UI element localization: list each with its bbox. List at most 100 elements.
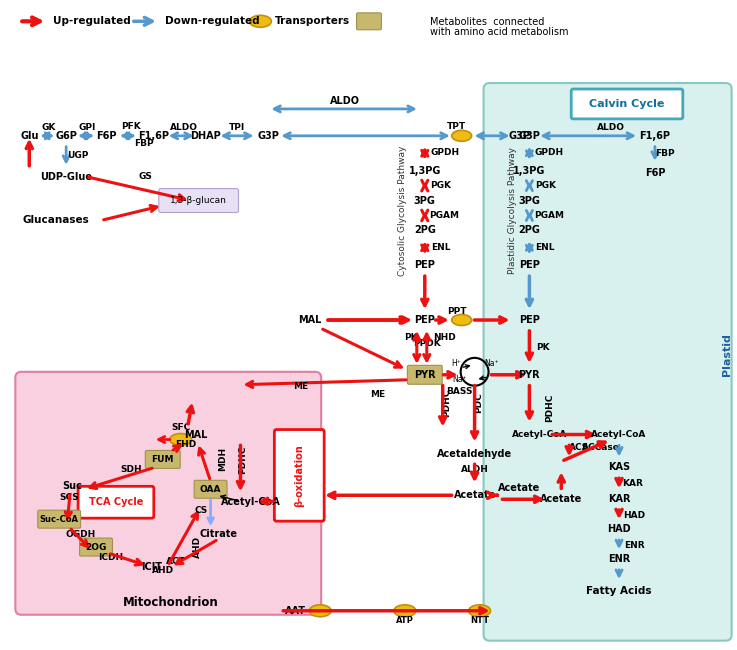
Text: Acetate: Acetate xyxy=(453,490,496,501)
FancyBboxPatch shape xyxy=(408,365,442,384)
Text: PPDK: PPDK xyxy=(413,339,441,348)
Text: FBP: FBP xyxy=(655,150,674,158)
Text: Calvin Cycle: Calvin Cycle xyxy=(590,99,665,109)
Text: SFC: SFC xyxy=(171,423,190,432)
Text: Suc: Suc xyxy=(62,481,82,491)
Text: β-oxidation: β-oxidation xyxy=(294,444,304,507)
Text: ALDO: ALDO xyxy=(170,124,198,133)
FancyBboxPatch shape xyxy=(357,13,382,30)
Text: H⁺: H⁺ xyxy=(452,359,461,369)
Text: UDP-Glue: UDP-Glue xyxy=(40,172,92,181)
Text: BASS: BASS xyxy=(447,387,473,396)
Text: 1,3PG: 1,3PG xyxy=(408,166,441,176)
Text: F6P: F6P xyxy=(645,168,666,177)
Text: ALDH: ALDH xyxy=(461,465,489,474)
FancyBboxPatch shape xyxy=(80,538,113,556)
Text: PGAM: PGAM xyxy=(429,211,458,220)
Text: PEP: PEP xyxy=(519,260,539,270)
Text: PGK: PGK xyxy=(430,181,451,190)
Text: KAR: KAR xyxy=(608,494,630,504)
Text: ME: ME xyxy=(371,390,385,399)
Text: KAR: KAR xyxy=(623,479,643,488)
Text: MAL: MAL xyxy=(184,430,207,439)
Text: ENL: ENL xyxy=(431,243,450,252)
Text: ALDO: ALDO xyxy=(330,96,360,106)
Text: PK: PK xyxy=(404,333,418,343)
FancyBboxPatch shape xyxy=(274,430,324,521)
Text: CS: CS xyxy=(194,506,207,515)
FancyBboxPatch shape xyxy=(15,372,321,615)
Text: PYR: PYR xyxy=(414,370,436,380)
Text: ENR: ENR xyxy=(624,541,644,549)
Text: ACS: ACS xyxy=(569,443,590,452)
Text: 3PG: 3PG xyxy=(518,196,540,205)
Text: UGP: UGP xyxy=(67,151,88,161)
Text: Acetyl-CoA: Acetyl-CoA xyxy=(591,430,647,439)
FancyBboxPatch shape xyxy=(571,89,682,119)
Text: ENL: ENL xyxy=(536,243,555,252)
Text: Suc-CoA: Suc-CoA xyxy=(40,515,79,524)
Ellipse shape xyxy=(452,315,472,326)
Text: SCS: SCS xyxy=(59,493,79,502)
Text: with amino acid metabolism: with amino acid metabolism xyxy=(430,27,568,37)
Text: GPDH: GPDH xyxy=(535,148,564,157)
Ellipse shape xyxy=(310,604,331,617)
Text: PGK: PGK xyxy=(535,181,556,190)
FancyBboxPatch shape xyxy=(194,480,227,499)
FancyBboxPatch shape xyxy=(483,83,732,641)
Text: Citrate: Citrate xyxy=(200,529,237,539)
Text: OAA: OAA xyxy=(200,485,221,494)
Text: FBP: FBP xyxy=(134,139,153,148)
Text: OGDH: OGDH xyxy=(66,530,97,539)
Text: ACT: ACT xyxy=(166,558,186,567)
FancyBboxPatch shape xyxy=(38,510,80,528)
Text: PPT: PPT xyxy=(447,307,467,315)
Text: GPDH: GPDH xyxy=(430,148,459,157)
Text: AHD: AHD xyxy=(152,566,174,575)
Text: Glu: Glu xyxy=(20,131,38,141)
Text: Transporters: Transporters xyxy=(276,16,351,26)
Ellipse shape xyxy=(170,434,192,445)
Text: TCA Cycle: TCA Cycle xyxy=(88,497,143,507)
Text: PGAM: PGAM xyxy=(534,211,565,220)
Text: Plastid: Plastid xyxy=(722,333,732,376)
Text: Fatty Acids: Fatty Acids xyxy=(587,586,652,596)
Text: G3P: G3P xyxy=(509,131,531,141)
Text: PDC: PDC xyxy=(474,393,483,413)
Text: Na⁺: Na⁺ xyxy=(484,359,499,369)
Text: HAD: HAD xyxy=(623,511,645,520)
Text: KAS: KAS xyxy=(608,462,630,473)
Text: AHD: AHD xyxy=(193,536,202,558)
Text: Up-regulated: Up-regulated xyxy=(53,16,131,26)
Ellipse shape xyxy=(469,604,491,617)
Text: 1,3PG: 1,3PG xyxy=(513,166,545,176)
FancyBboxPatch shape xyxy=(78,486,154,518)
Ellipse shape xyxy=(249,16,271,27)
Text: HAD: HAD xyxy=(607,524,631,534)
Text: ME: ME xyxy=(293,382,308,391)
Text: ENR: ENR xyxy=(608,554,630,564)
Text: MDH: MDH xyxy=(218,447,227,471)
FancyBboxPatch shape xyxy=(158,188,239,213)
Text: 2PG: 2PG xyxy=(518,226,540,235)
Text: PYR: PYR xyxy=(519,370,540,380)
Text: Acetyl-CoA: Acetyl-CoA xyxy=(220,497,280,507)
Text: Mitochondrion: Mitochondrion xyxy=(123,596,219,609)
Text: F6P: F6P xyxy=(96,131,116,141)
Text: PDHC: PDHC xyxy=(545,393,553,422)
Text: Down-regulated: Down-regulated xyxy=(165,16,259,26)
Text: Glucanases: Glucanases xyxy=(23,215,90,226)
Text: ATP: ATP xyxy=(396,616,413,625)
Text: PK: PK xyxy=(537,343,550,352)
Text: G6P: G6P xyxy=(55,131,77,141)
Text: PEP: PEP xyxy=(414,260,436,270)
Text: DHAP: DHAP xyxy=(190,131,221,141)
Text: PEP: PEP xyxy=(519,315,539,325)
Text: GK: GK xyxy=(41,124,55,133)
Text: FHD: FHD xyxy=(175,440,196,449)
Text: SDH: SDH xyxy=(120,465,142,474)
Text: NHD: NHD xyxy=(433,333,456,343)
Text: F1,6P: F1,6P xyxy=(139,131,170,141)
Text: Acetaldehyde: Acetaldehyde xyxy=(437,449,512,460)
Text: TPI: TPI xyxy=(229,124,245,133)
